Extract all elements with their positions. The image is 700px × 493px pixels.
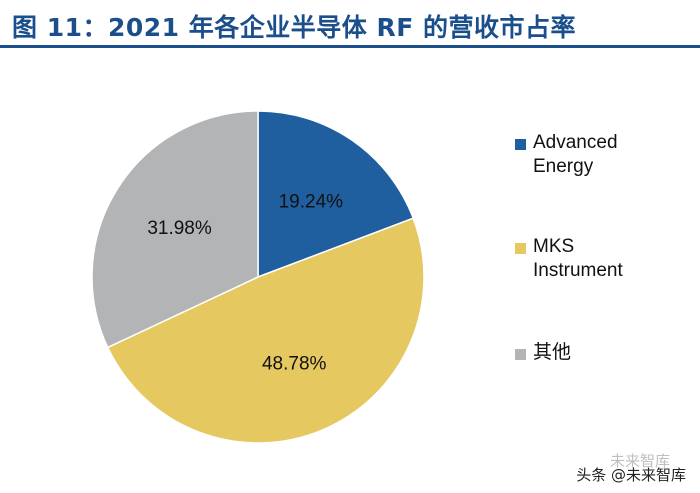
legend-label-other: 其他: [533, 342, 572, 363]
title-bar: 图 11：2021 年各企业半导体 RF 的营收市占率: [0, 0, 700, 48]
pie-labels: 19.24% 48.78% 31.98%: [147, 192, 343, 375]
chart-title: 图 11：2021 年各企业半导体 RF 的营收市占率: [12, 13, 577, 42]
pie-value-label: 48.78%: [262, 354, 327, 375]
legend-swatch-other: [515, 349, 526, 360]
pie-value-label: 31.98%: [147, 218, 212, 239]
pie-value-label: 19.24%: [279, 192, 344, 213]
pie-slice-其他: [91, 110, 259, 349]
watermark-text: 头条 @未来智库: [576, 466, 686, 484]
pie-slice-advanced-energy: [257, 110, 415, 279]
pie-slices: [91, 110, 425, 444]
pie-slice-mks-instrument: [106, 217, 425, 444]
watermark-logo: 未来智库: [609, 452, 670, 470]
legend-label-mks-instrument: MKS Instrument: [533, 236, 623, 281]
legend-swatch-advanced-energy: [515, 139, 526, 150]
legend-swatch-mks-instrument: [515, 243, 526, 254]
legend-label-advanced-energy: Advanced Energy: [533, 132, 618, 177]
title-divider: [0, 45, 700, 48]
